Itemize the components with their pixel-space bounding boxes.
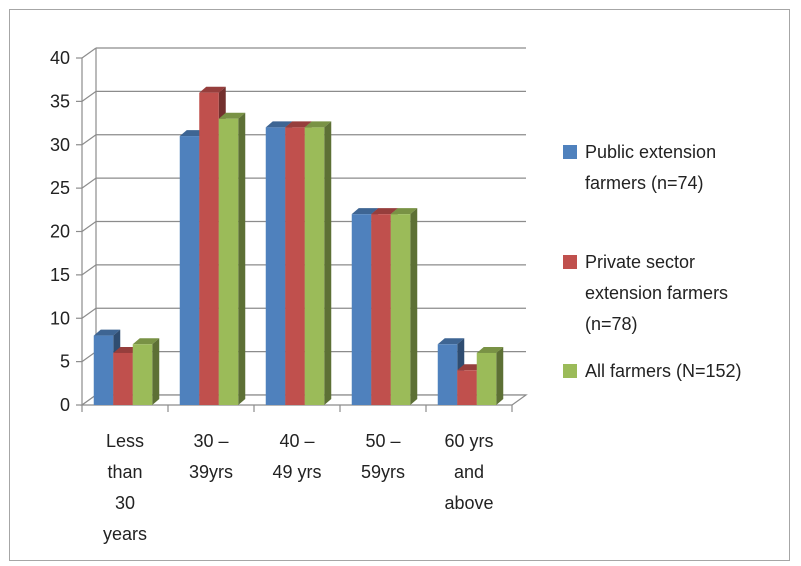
bar-front (132, 344, 153, 405)
bar (304, 121, 332, 406)
legend-swatch (563, 145, 577, 159)
bar-top (476, 346, 504, 353)
legend-label: Private sector extension farmers (n=78) (585, 252, 728, 334)
bar-side (410, 208, 418, 405)
gridline-side (81, 351, 97, 363)
bar-front (476, 352, 497, 405)
bar-side (496, 346, 504, 405)
y-tick-label: 10 (50, 308, 70, 328)
bar-top (390, 208, 418, 215)
bar-front (285, 127, 305, 406)
bar-top (304, 121, 332, 128)
y-tick-label: 25 (50, 178, 70, 198)
bar-side (324, 121, 332, 406)
bar-top (285, 121, 312, 128)
legend-swatch (563, 364, 577, 378)
gridline-side (81, 221, 97, 232)
bar-front (179, 136, 200, 405)
bar-top (371, 208, 398, 215)
bar (132, 338, 160, 405)
legend-label: Public extension farmers (n=74) (585, 142, 716, 193)
gridline-side (81, 90, 97, 102)
x-tick-label: 30 –39yrs (189, 431, 233, 482)
y-tick-label: 30 (50, 135, 70, 155)
x-tick-label: 50 –59yrs (361, 431, 405, 482)
legend-label: All farmers (N=152) (585, 361, 742, 381)
y-tick-label: 35 (50, 91, 70, 111)
x-tick-label: 40 –49 yrs (272, 431, 321, 482)
bar-top (351, 208, 379, 215)
bar-top (199, 86, 226, 93)
bar-side (152, 338, 160, 405)
legend-swatch (563, 255, 577, 269)
y-tick-label: 20 (50, 222, 70, 242)
bar-top (132, 338, 160, 345)
bar-front (351, 214, 372, 405)
gridline-side (81, 307, 97, 319)
gridline-side (81, 134, 97, 146)
x-tick-label: Less than 30 years (103, 431, 147, 544)
bar-front (265, 127, 286, 406)
gridline-side (81, 264, 97, 276)
bar-front (437, 344, 458, 405)
bar-front (390, 214, 411, 405)
bar-front (371, 214, 391, 405)
bar-top (93, 329, 121, 336)
y-tick-label: 5 (60, 352, 70, 372)
bar-front (218, 118, 239, 405)
gridline-side (81, 47, 97, 59)
y-tick-label: 0 (60, 395, 70, 415)
bar-front (93, 335, 114, 405)
bar-front (457, 370, 477, 405)
y-tick-label: 15 (50, 265, 70, 285)
gridline-side (81, 177, 97, 189)
bar-top (437, 338, 465, 345)
bar-top (218, 112, 246, 119)
bar-front (199, 92, 219, 405)
y-tick-label: 40 (50, 48, 70, 68)
bar-side (238, 112, 246, 405)
bar-front (304, 127, 325, 406)
bar (390, 208, 418, 405)
x-tick-label: 60 yrs and above (444, 431, 493, 513)
bar (476, 346, 504, 405)
bar-top (265, 121, 293, 128)
bar-front (113, 352, 133, 405)
bar (218, 112, 246, 405)
